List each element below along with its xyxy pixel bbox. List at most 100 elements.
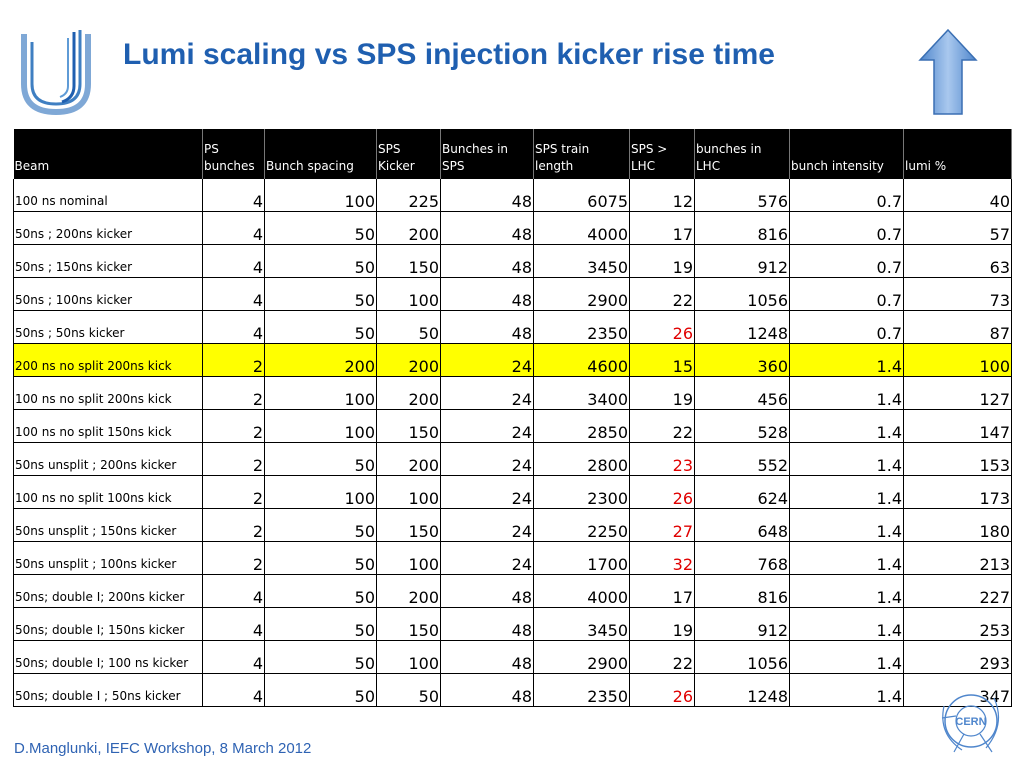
table-row: 100 ns nominal 4 100 225 48 6075 12 576 0.7 40 <box>13 179 1012 212</box>
cell-bunch-spacing: 50 <box>264 211 377 245</box>
cell-sps-train-length: 4600 <box>533 343 630 377</box>
cell-lumi: 347 <box>903 673 1012 707</box>
cern-logo-text: CERN <box>955 716 986 728</box>
cell-bunches-in-lhc: 816 <box>694 574 790 608</box>
cell-ps-bunches: 4 <box>202 211 265 245</box>
cell-bunch-intensity: 0.7 <box>789 310 904 344</box>
cell-bunch-intensity: 1.4 <box>789 376 904 410</box>
cell-sps-train-length: 4000 <box>533 574 630 608</box>
table-header-row: Beam PS bunches Bunch spacing SPS Kicker… <box>13 129 1012 179</box>
cell-lumi: 100 <box>903 343 1012 377</box>
cell-bunches-in-lhc: 1248 <box>694 673 790 707</box>
cell-bunch-spacing: 50 <box>264 310 377 344</box>
table-row: 50ns; double I ; 50ns kicker 4 50 50 48 2350 2… <box>13 673 1012 707</box>
cell-sps-to-lhc: 26 <box>629 310 695 344</box>
cell-sps-kicker: 150 <box>376 244 441 278</box>
table-row: 100 ns no split 100ns kick 2 100 100 24 2300 2… <box>13 475 1012 509</box>
cell-bunch-spacing: 50 <box>264 508 377 542</box>
cell-sps-kicker: 100 <box>376 475 441 509</box>
cell-sps-train-length: 3450 <box>533 607 630 641</box>
cell-sps-kicker: 100 <box>376 277 441 311</box>
cell-sps-kicker: 50 <box>376 673 441 707</box>
table-row: 50ns ; 150ns kicker 4 50 150 48 3450 19 912 0.7 6… <box>13 244 1012 278</box>
cell-sps-train-length: 3450 <box>533 244 630 278</box>
cell-sps-to-lhc: 12 <box>629 179 695 212</box>
cell-lumi: 73 <box>903 277 1012 311</box>
page-title: Lumi scaling vs SPS injection kicker ris… <box>123 38 775 71</box>
cell-beam: 50ns unsplit ; 150ns kicker <box>13 508 203 542</box>
cell-bunch-spacing: 100 <box>264 409 377 443</box>
cell-lumi: 213 <box>903 541 1012 575</box>
cell-beam: 100 ns no split 100ns kick <box>13 475 203 509</box>
cell-bunches-in-sps: 24 <box>440 475 534 509</box>
cell-lumi: 173 <box>903 475 1012 509</box>
cell-bunch-spacing: 50 <box>264 574 377 608</box>
cell-bunches-in-sps: 48 <box>440 574 534 608</box>
up-arrow-icon[interactable] <box>918 28 978 116</box>
cell-sps-kicker: 150 <box>376 409 441 443</box>
cell-lumi: 227 <box>903 574 1012 608</box>
table-row: 50ns ; 100ns kicker 4 50 100 48 2900 22 1056 0.7… <box>13 277 1012 311</box>
cell-bunch-spacing: 50 <box>264 244 377 278</box>
cell-bunch-spacing: 100 <box>264 475 377 509</box>
cell-bunch-intensity: 1.4 <box>789 673 904 707</box>
cell-bunches-in-lhc: 576 <box>694 179 790 212</box>
col-header-lumi: lumi % <box>903 129 1012 179</box>
cell-sps-kicker: 150 <box>376 607 441 641</box>
cell-sps-to-lhc: 17 <box>629 574 695 608</box>
cell-bunch-intensity: 1.4 <box>789 607 904 641</box>
table-body: 100 ns nominal 4 100 225 48 6075 12 576 0.7 40 50n… <box>13 179 1012 707</box>
table-row: 50ns unsplit ; 150ns kicker 2 50 150 24 2250 2… <box>13 508 1012 542</box>
cell-sps-train-length: 2300 <box>533 475 630 509</box>
cell-bunch-intensity: 0.7 <box>789 277 904 311</box>
cell-bunches-in-sps: 48 <box>440 607 534 641</box>
cell-bunch-spacing: 50 <box>264 607 377 641</box>
cell-lumi: 180 <box>903 508 1012 542</box>
cell-sps-kicker: 200 <box>376 574 441 608</box>
table-row: 50ns ; 200ns kicker 4 50 200 48 4000 17 816 0.7 5… <box>13 211 1012 245</box>
cell-bunch-intensity: 1.4 <box>789 442 904 476</box>
cell-bunches-in-sps: 48 <box>440 277 534 311</box>
cell-sps-to-lhc: 23 <box>629 442 695 476</box>
cell-beam: 50ns ; 100ns kicker <box>13 277 203 311</box>
cell-bunches-in-sps: 24 <box>440 343 534 377</box>
col-header-ps-bunches: PS bunches <box>202 129 265 179</box>
cell-bunch-intensity: 0.7 <box>789 211 904 245</box>
cell-bunch-spacing: 50 <box>264 442 377 476</box>
cell-bunch-intensity: 0.7 <box>789 179 904 212</box>
cell-sps-train-length: 2850 <box>533 409 630 443</box>
cell-sps-to-lhc: 15 <box>629 343 695 377</box>
cell-sps-to-lhc: 19 <box>629 607 695 641</box>
cell-bunches-in-lhc: 816 <box>694 211 790 245</box>
table-row: 50ns; double I; 200ns kicker 4 50 200 48 4000… <box>13 574 1012 608</box>
cell-bunches-in-sps: 48 <box>440 673 534 707</box>
cell-bunch-intensity: 1.4 <box>789 574 904 608</box>
table-row: 100 ns no split 200ns kick 2 100 200 24 3400 1… <box>13 376 1012 410</box>
cell-bunches-in-sps: 48 <box>440 244 534 278</box>
cell-bunches-in-lhc: 768 <box>694 541 790 575</box>
cell-beam: 50ns; double I; 100 ns kicker <box>13 640 203 674</box>
cell-sps-train-length: 2250 <box>533 508 630 542</box>
table-row: 100 ns no split 150ns kick 2 100 150 24 2850 2… <box>13 409 1012 443</box>
cell-bunch-intensity: 0.7 <box>789 244 904 278</box>
cell-lumi: 147 <box>903 409 1012 443</box>
cell-ps-bunches: 2 <box>202 442 265 476</box>
col-header-bunch-spacing: Bunch spacing <box>264 129 377 179</box>
col-header-sps-train-length: SPS train length <box>533 129 630 179</box>
cell-bunches-in-lhc: 912 <box>694 607 790 641</box>
cell-sps-train-length: 6075 <box>533 179 630 212</box>
cell-bunch-spacing: 50 <box>264 541 377 575</box>
cell-sps-kicker: 150 <box>376 508 441 542</box>
cell-ps-bunches: 2 <box>202 508 265 542</box>
cell-bunches-in-lhc: 528 <box>694 409 790 443</box>
cell-lumi: 87 <box>903 310 1012 344</box>
cell-beam: 50ns ; 200ns kicker <box>13 211 203 245</box>
cell-beam: 50ns unsplit ; 100ns kicker <box>13 541 203 575</box>
cell-beam: 50ns unsplit ; 200ns kicker <box>13 442 203 476</box>
cell-bunches-in-sps: 24 <box>440 409 534 443</box>
cell-sps-to-lhc: 32 <box>629 541 695 575</box>
cell-bunch-spacing: 100 <box>264 179 377 212</box>
cell-ps-bunches: 4 <box>202 640 265 674</box>
cell-ps-bunches: 4 <box>202 673 265 707</box>
cell-bunches-in-sps: 24 <box>440 442 534 476</box>
